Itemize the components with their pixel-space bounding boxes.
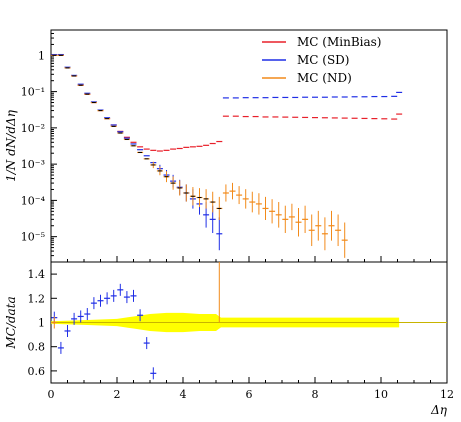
ratio-point-mc-sd <box>143 337 150 350</box>
ratio-mc-nd <box>51 262 220 329</box>
ratio-y-tick-label: 1.4 <box>28 268 46 281</box>
point-mc-nd <box>242 189 249 209</box>
y-tick-label: 10⁻¹ <box>21 86 45 99</box>
x-tick-label: 8 <box>312 388 319 401</box>
point-mc-nd <box>249 191 256 213</box>
point-mc-nd <box>288 203 295 231</box>
ratio-point-mc-sd <box>97 294 104 307</box>
axis-labels: 0 2 4 6 8 10 12 1/N dN/dΔη MC/data Δη <box>4 109 454 417</box>
series-mc-nd <box>51 54 348 258</box>
main-plot: 1 10⁻¹ 10⁻² 10⁻³ 10⁻⁴ 10⁻⁵ <box>21 29 448 263</box>
point-mc-nd <box>302 205 309 234</box>
ratio-plot: 0.6 0.8 1 1.2 1.4 <box>28 261 448 384</box>
ratio-mc-sd <box>51 283 157 380</box>
point-mc-nd <box>262 196 269 220</box>
ratio-y-tick-label: 0.8 <box>28 341 46 354</box>
point-mc-nd <box>315 210 322 241</box>
ratio-point-mc-sd <box>77 310 84 323</box>
ratio-y-tick-label: 1 <box>38 317 45 330</box>
x-tick-label: 12 <box>440 388 454 401</box>
ratio-point-mc-sd <box>130 289 137 302</box>
main-frame <box>50 29 448 263</box>
legend-item-mc-minbias: MC (MinBias) <box>262 35 381 49</box>
point-mc-nd <box>269 199 276 224</box>
ratio-y-tick-label: 0.6 <box>28 365 46 378</box>
point-mc-nd <box>229 182 236 200</box>
ratio-point-mc-sd <box>71 312 78 325</box>
x-tick-label: 0 <box>48 388 55 401</box>
ratio-point-mc-sd <box>117 283 124 296</box>
point-mc-nd <box>341 222 348 258</box>
legend: MC (MinBias) MC (SD) MC (ND) <box>262 35 381 85</box>
y-tick-label: 10⁻⁴ <box>21 194 46 207</box>
ratio-point-mc-sd <box>137 309 144 322</box>
point-mc-nd <box>308 214 315 247</box>
legend-item-mc-sd: MC (SD) <box>262 53 350 67</box>
point-mc-sd <box>216 217 223 251</box>
x-tick-label: 10 <box>374 388 388 401</box>
x-tick-label: 4 <box>180 388 187 401</box>
x-tick-label: 2 <box>114 388 121 401</box>
legend-label: MC (ND) <box>297 71 352 85</box>
point-mc-nd <box>295 208 302 237</box>
ratio-point-mc-sd <box>57 341 64 354</box>
ratio-y-tick-label: 1.2 <box>28 292 46 305</box>
ratio-axis-title: MC/data <box>4 296 18 349</box>
point-mc-nd <box>282 205 289 234</box>
ratio-point-mc-sd <box>90 297 97 310</box>
legend-label: MC (SD) <box>297 53 350 67</box>
point-mc-nd <box>255 193 262 215</box>
legend-item-mc-nd: MC (ND) <box>262 71 352 85</box>
point-mc-nd <box>222 184 229 202</box>
ratio-point-mc-sd <box>110 289 117 302</box>
ratio-point-mc-sd <box>104 292 111 305</box>
ratio-point-mc-sd <box>64 324 71 337</box>
y-tick-label: 10⁻² <box>21 122 45 135</box>
legend-label: MC (MinBias) <box>297 35 381 49</box>
y-axis-title: 1/N dN/dΔη <box>4 109 18 182</box>
ratio-point-mc-nd <box>51 316 58 329</box>
point-mc-nd <box>328 210 335 241</box>
y-tick-label: 10⁻⁵ <box>21 231 45 244</box>
x-tick-label: 6 <box>246 388 253 401</box>
data-points <box>52 54 222 209</box>
series-mc-minbias <box>51 54 403 152</box>
point-mc-nd <box>236 186 243 205</box>
ratio-point-mc-sd <box>84 308 91 321</box>
point-mc-nd <box>275 202 282 228</box>
point-mc-nd <box>335 214 342 247</box>
y-tick-label: 1 <box>38 49 45 62</box>
x-axis-title: Δη <box>430 403 448 417</box>
point-mc-nd <box>321 217 328 251</box>
ratio-point-mc-sd <box>150 367 157 380</box>
y-tick-label: 10⁻³ <box>21 158 45 171</box>
ratio-point-mc-sd <box>123 291 130 304</box>
